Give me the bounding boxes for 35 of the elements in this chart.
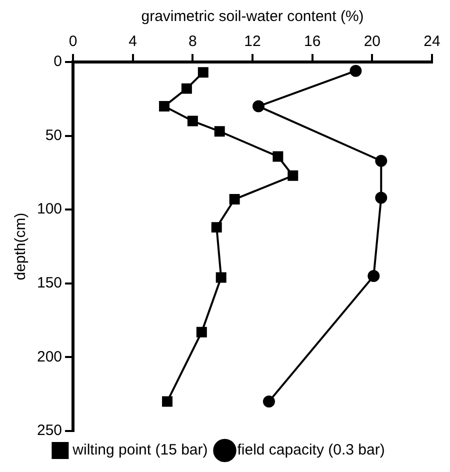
x-tick-label: 0 xyxy=(68,33,78,50)
point xyxy=(229,194,240,205)
point xyxy=(350,64,362,77)
y-tick-label: 50 xyxy=(45,126,62,144)
y-tick-label: 250 xyxy=(36,422,62,440)
x-tick-label: 4 xyxy=(128,33,138,50)
y-tick-label: 150 xyxy=(36,274,62,292)
x-tick-label: 16 xyxy=(304,33,321,50)
y-tick-label: 0 xyxy=(54,53,62,70)
x-axis-title: gravimetric soil-water content (%) xyxy=(141,8,364,26)
x-tick-label: 24 xyxy=(424,33,440,50)
point xyxy=(187,116,198,126)
y-tick-label: 100 xyxy=(36,200,62,218)
legend-label: wilting point (15 bar) xyxy=(72,442,208,459)
point xyxy=(214,126,225,137)
x-tick-label: 12 xyxy=(244,33,261,50)
point xyxy=(196,326,207,338)
point xyxy=(252,100,264,112)
point xyxy=(272,151,284,162)
y-tick-label: 200 xyxy=(36,348,62,366)
x-tick-label: 20 xyxy=(364,33,381,50)
point xyxy=(162,396,172,407)
point xyxy=(198,67,208,78)
y-axis-title: depth(cm) xyxy=(12,212,30,280)
point xyxy=(211,222,222,233)
point xyxy=(181,83,192,94)
point xyxy=(216,272,226,283)
point xyxy=(375,192,388,204)
point xyxy=(159,101,170,112)
legend-label: field capacity (0.3 bar) xyxy=(237,442,385,459)
point xyxy=(262,395,275,408)
point xyxy=(368,270,380,282)
point xyxy=(375,154,388,167)
x-tick-label: 8 xyxy=(188,33,197,50)
point xyxy=(288,170,298,181)
